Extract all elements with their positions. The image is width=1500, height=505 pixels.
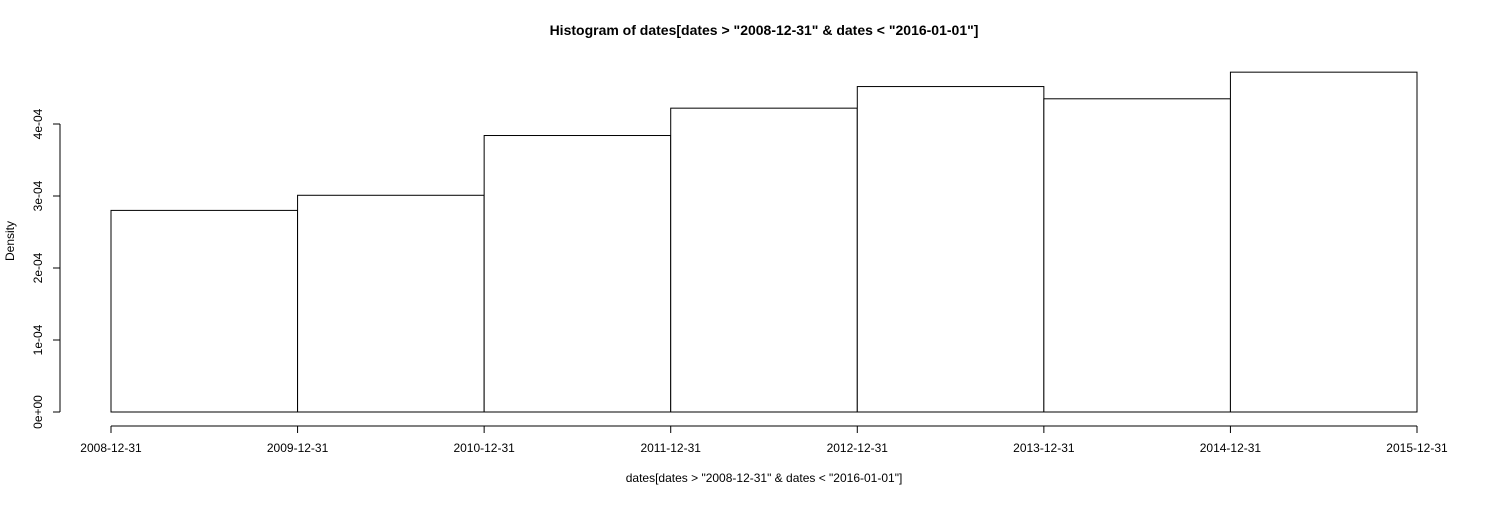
y-tick-label: 2e-04 [31, 252, 45, 283]
histogram-bar [1229, 71, 1418, 413]
x-axis-label: dates[dates > "2008-12-31" & dates < "20… [626, 471, 903, 485]
x-tick-label: 2012-12-31 [827, 441, 889, 455]
histogram-bar [856, 86, 1045, 413]
chart-title: Histogram of dates[dates > "2008-12-31" … [550, 22, 979, 38]
y-tick-label: 1e-04 [31, 324, 45, 355]
bars-layer [110, 71, 1418, 413]
histogram-bar [670, 107, 858, 413]
x-tick-label: 2014-12-31 [1200, 441, 1262, 455]
y-axis: 0e+00 1e-04 2e-04 3e-04 4e-04 [31, 108, 61, 429]
y-tick-label: 3e-04 [31, 180, 45, 211]
x-axis: 2008-12-31 2009-12-31 2010-12-31 2011-12-31… [80, 425, 1448, 455]
y-axis-label: Density [3, 221, 17, 261]
histogram-bar [1043, 98, 1231, 413]
x-tick-label: 2008-12-31 [80, 441, 142, 455]
x-tick-label: 2010-12-31 [453, 441, 515, 455]
y-tick-label: 0e+00 [31, 395, 45, 429]
x-tick-label: 2009-12-31 [267, 441, 329, 455]
x-tick-label: 2013-12-31 [1013, 441, 1075, 455]
x-tick-label: 2011-12-31 [640, 441, 701, 455]
y-tick-label: 4e-04 [31, 108, 45, 139]
x-tick-label: 2015-12-31 [1386, 441, 1448, 455]
histogram-bar [483, 135, 672, 413]
histogram-bar [110, 209, 299, 413]
histogram-bar [297, 194, 485, 413]
